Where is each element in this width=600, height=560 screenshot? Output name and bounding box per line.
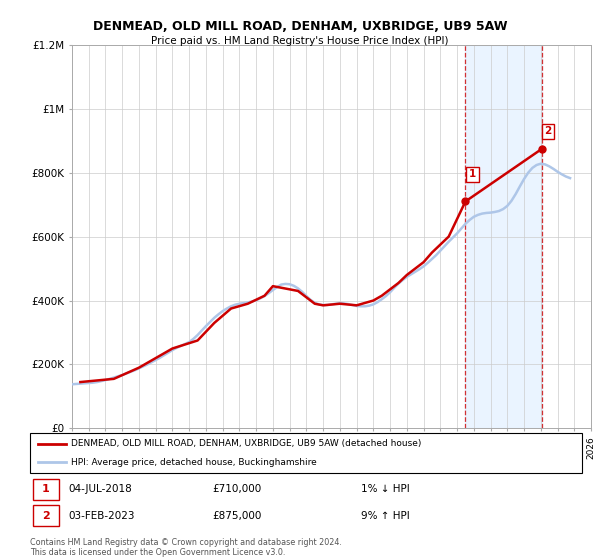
Text: DENMEAD, OLD MILL ROAD, DENHAM, UXBRIDGE, UB9 5AW: DENMEAD, OLD MILL ROAD, DENHAM, UXBRIDGE… [93, 20, 507, 32]
Text: £875,000: £875,000 [212, 511, 262, 521]
Text: DENMEAD, OLD MILL ROAD, DENHAM, UXBRIDGE, UB9 5AW (detached house): DENMEAD, OLD MILL ROAD, DENHAM, UXBRIDGE… [71, 439, 422, 448]
Text: Contains HM Land Registry data © Crown copyright and database right 2024.
This d: Contains HM Land Registry data © Crown c… [30, 538, 342, 557]
Text: 9% ↑ HPI: 9% ↑ HPI [361, 511, 410, 521]
Text: 2: 2 [545, 127, 552, 136]
FancyBboxPatch shape [30, 433, 582, 473]
FancyBboxPatch shape [33, 479, 59, 500]
Bar [466, 45, 542, 428]
Text: 1% ↓ HPI: 1% ↓ HPI [361, 484, 410, 494]
Text: HPI: Average price, detached house, Buckinghamshire: HPI: Average price, detached house, Buck… [71, 458, 317, 467]
Text: 03-FEB-2023: 03-FEB-2023 [68, 511, 135, 521]
Text: Price paid vs. HM Land Registry's House Price Index (HPI): Price paid vs. HM Land Registry's House … [151, 36, 449, 46]
Text: £710,000: £710,000 [212, 484, 262, 494]
Text: 04-JUL-2018: 04-JUL-2018 [68, 484, 133, 494]
Text: 2: 2 [42, 511, 50, 521]
FancyBboxPatch shape [33, 505, 59, 526]
Text: 1: 1 [469, 170, 476, 179]
Text: 1: 1 [42, 484, 50, 494]
